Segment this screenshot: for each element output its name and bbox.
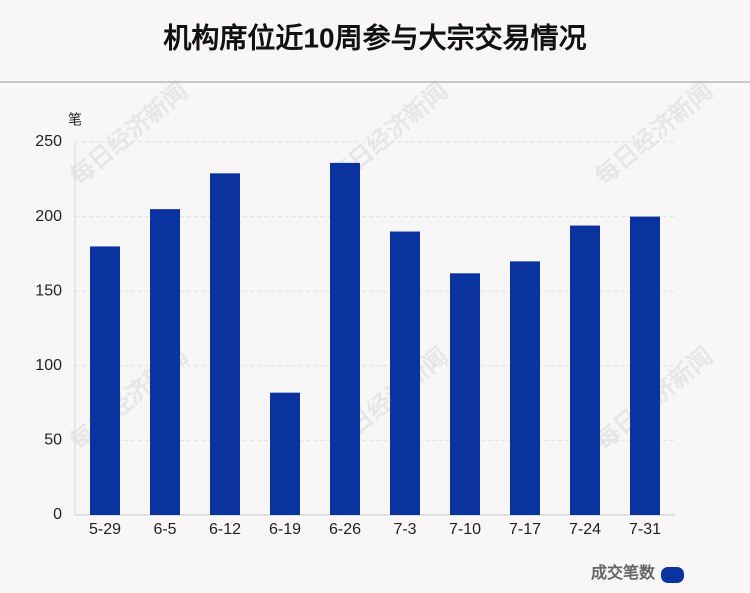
y-tick-label: 250 (35, 133, 62, 150)
y-tick-label: 100 (35, 357, 62, 374)
chart-title: 机构席位近10周参与大宗交易情况 (163, 21, 586, 53)
y-tick-label: 0 (53, 506, 62, 523)
x-tick-label: 7-17 (509, 521, 541, 538)
y-tick-label: 200 (35, 208, 62, 225)
bar (90, 246, 120, 515)
x-tick-label: 6-12 (209, 521, 241, 538)
x-tick-label: 7-31 (629, 521, 661, 538)
bar (510, 261, 540, 515)
legend-swatch (661, 567, 684, 583)
bar (270, 392, 300, 515)
x-tick-label: 7-24 (569, 521, 601, 538)
bar (450, 273, 480, 515)
y-tick-label: 50 (44, 432, 62, 449)
x-tick-label: 6-26 (329, 521, 361, 538)
bar (210, 173, 240, 515)
bar (630, 216, 660, 515)
bar (570, 225, 600, 515)
legend-label: 成交笔数 (591, 563, 656, 582)
y-unit: 笔 (68, 112, 82, 128)
x-tick-label: 7-10 (449, 521, 481, 538)
x-tick-label: 5-29 (89, 521, 121, 538)
y-tick-label: 150 (35, 282, 62, 299)
x-tick-label: 7-3 (393, 521, 416, 538)
bar (150, 209, 180, 515)
bar (390, 231, 420, 515)
x-tick-label: 6-5 (153, 521, 176, 538)
x-tick-label: 6-19 (269, 521, 301, 538)
bar (330, 162, 360, 515)
